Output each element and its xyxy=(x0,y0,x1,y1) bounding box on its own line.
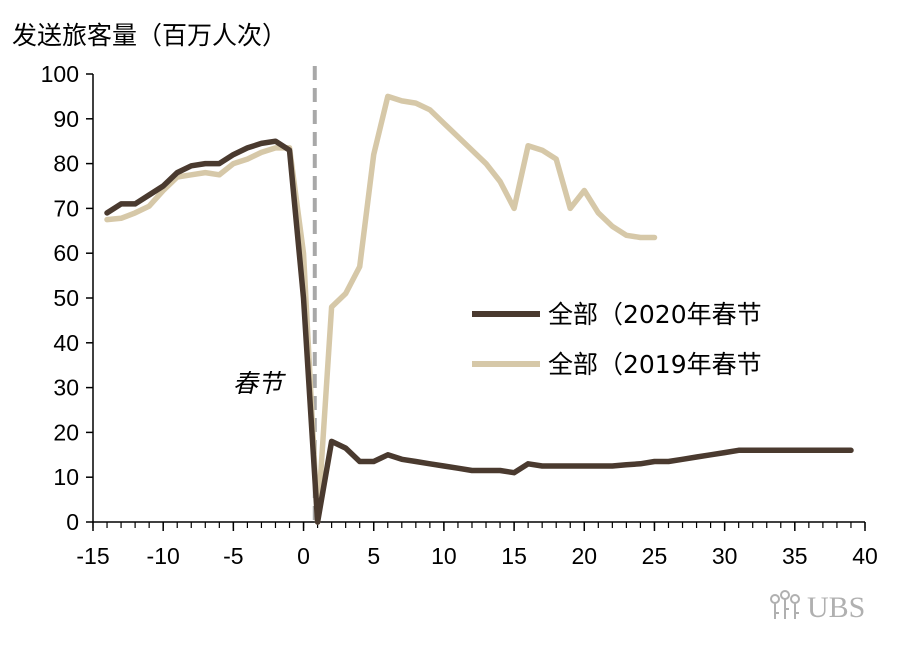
x-tick-label: 20 xyxy=(571,543,597,569)
logo-text: UBS xyxy=(807,591,865,624)
y-tick-label: 30 xyxy=(53,375,79,401)
x-tick-label: 25 xyxy=(642,543,668,569)
x-tick-label: 15 xyxy=(501,543,527,569)
x-tick-label: 5 xyxy=(367,543,380,569)
y-tick-label: 40 xyxy=(53,330,79,356)
y-tick-label: 70 xyxy=(53,195,79,221)
x-tick-label: -10 xyxy=(147,543,180,569)
series-lines xyxy=(104,93,854,525)
series-line-0 xyxy=(104,138,854,525)
y-tick-label: 80 xyxy=(53,151,79,177)
x-tick-label: 0 xyxy=(297,543,310,569)
y-tick-label: 50 xyxy=(53,285,79,311)
y-tick-label: 100 xyxy=(41,61,79,87)
series-line-1 xyxy=(104,93,658,525)
y-tick-label: 10 xyxy=(53,464,79,490)
x-tick-label: -15 xyxy=(76,543,109,569)
x-tick-label: 10 xyxy=(431,543,457,569)
x-tick-label: 30 xyxy=(712,543,738,569)
keys-icon xyxy=(770,590,800,619)
x-tick-label: -5 xyxy=(223,543,243,569)
y-tick-label: 90 xyxy=(53,106,79,132)
y-axis-label: 发送旅客量（百万人次） xyxy=(12,22,288,50)
legend-label-0: 全部（2020年春节 xyxy=(548,300,762,329)
axes: 0 10 20 30 40 50 60 70 80 90 100 -15 -10 -5 0 5 10 15 20 25… xyxy=(41,61,878,569)
ubs-logo: UBS xyxy=(770,590,865,624)
legend-label-1: 全部（2019年春节 xyxy=(548,350,762,379)
y-tick-label: 0 xyxy=(66,509,79,535)
festival-annotation-label: 春节 xyxy=(233,369,287,398)
x-tick-label: 40 xyxy=(852,543,878,569)
y-tick-label: 60 xyxy=(53,240,79,266)
x-tick-label: 35 xyxy=(782,543,808,569)
y-tick-label: 20 xyxy=(53,419,79,445)
